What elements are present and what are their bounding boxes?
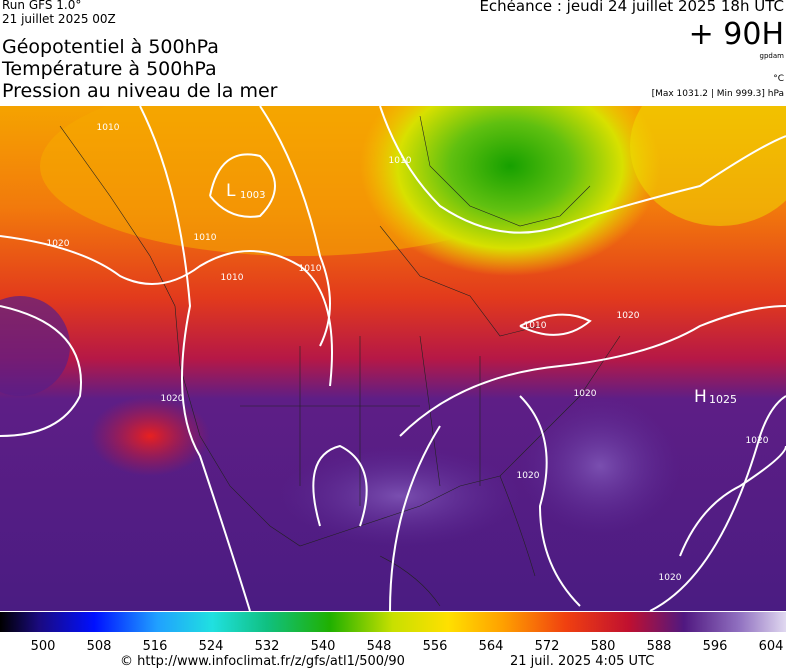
- isobar-label: 1020: [617, 311, 640, 321]
- coastlines: [59, 115, 621, 607]
- colorbar-tick-label: 588: [647, 639, 672, 654]
- timestamp: 21 juil. 2025 4:05 UTC: [510, 654, 655, 669]
- colorbar-scale: [0, 612, 786, 632]
- isobar-label: 1010: [299, 264, 322, 274]
- isobar-label: 1020: [517, 471, 540, 481]
- unit-temp: °C: [773, 74, 784, 84]
- map: 1010 1010 1010 1010 1020 1010 1010 1020 1020 1020…: [0, 106, 786, 611]
- isobars: [0, 106, 786, 611]
- title: Géopotentiel à 500hPa: [2, 36, 219, 58]
- cold-area: [280, 446, 520, 546]
- low-value: 1003: [240, 190, 265, 201]
- cold-core: [360, 106, 660, 276]
- echeance: Echéance : jeudi 24 juillet 2025 18h UTC: [479, 0, 784, 15]
- colorbar-tick-label: 564: [479, 639, 504, 654]
- colorbar-tick-label: 580: [591, 639, 616, 654]
- isobar-label: 1020: [574, 389, 597, 399]
- isobar-label: 1010: [97, 123, 120, 133]
- isobar-label: 1010: [524, 321, 547, 331]
- colorbar-tick-label: 532: [255, 639, 280, 654]
- run-label: Run GFS 1.0°: [2, 0, 82, 12]
- colorbar-tick-label: 556: [423, 639, 448, 654]
- colorbar-tick-label: 596: [703, 639, 728, 654]
- cold-area: [630, 106, 786, 226]
- title: Pression au niveau de la mer: [2, 80, 278, 102]
- high-symbol: H: [694, 387, 707, 407]
- colorbar-tick-label: 540: [311, 639, 336, 654]
- cold-area: [520, 396, 680, 536]
- warm-area: [90, 396, 210, 476]
- colorbar-tick-label: 548: [367, 639, 392, 654]
- run-date: 21 juillet 2025 00Z: [2, 12, 116, 26]
- isobar-label: 1020: [659, 573, 682, 583]
- isobar-label: 1010: [221, 273, 244, 283]
- colorbar-tick-label: 604: [759, 639, 784, 654]
- colorbar-tick-label: 500: [31, 639, 56, 654]
- colorbar-tick-label: 572: [535, 639, 560, 654]
- isobar-label: 1020: [47, 239, 70, 249]
- unit-geo: gpdam: [759, 52, 784, 60]
- isobar-label: 1010: [389, 156, 412, 166]
- isobar-label: 1020: [161, 394, 184, 404]
- isobar-label: 1020: [746, 436, 769, 446]
- pressure-range: [Max 1031.2 | Min 999.3] hPa: [651, 89, 784, 99]
- source-url: © http://www.infoclimat.fr/z/gfs/atl1/50…: [120, 654, 405, 669]
- low-symbol: L: [226, 181, 236, 201]
- colorbar-tick-label: 516: [143, 639, 168, 654]
- colorbar-tick-label: 524: [199, 639, 224, 654]
- title: Température à 500hPa: [2, 58, 217, 80]
- lead-time: + 90H: [688, 17, 784, 52]
- cool-area: [0, 296, 70, 396]
- isobar-label: 1010: [194, 233, 217, 243]
- colorbar-tick-label: 508: [87, 639, 112, 654]
- colorbar: 500 508 516 524 532 540 548 556 564 572 580 588 596 6…: [0, 612, 786, 654]
- high-value: 1025: [709, 393, 737, 406]
